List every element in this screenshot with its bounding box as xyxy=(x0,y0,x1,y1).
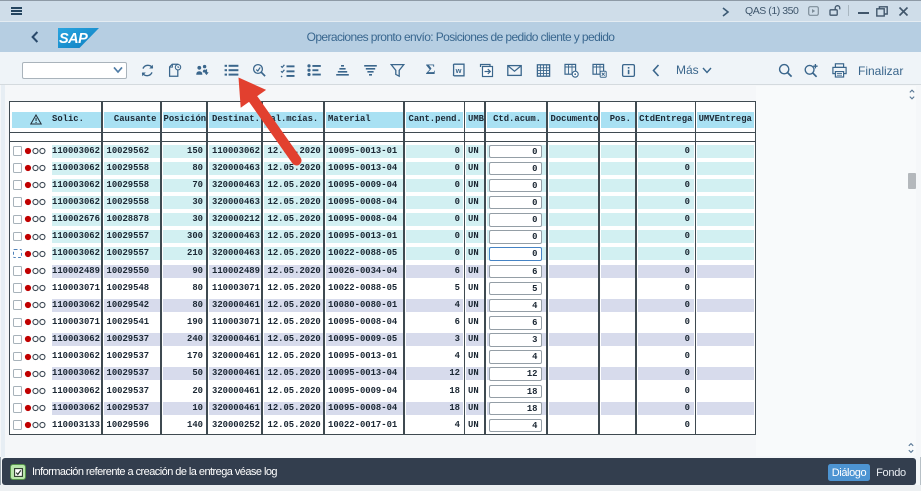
svg-text:SAP: SAP xyxy=(59,31,88,47)
svg-text:w: w xyxy=(454,66,461,75)
